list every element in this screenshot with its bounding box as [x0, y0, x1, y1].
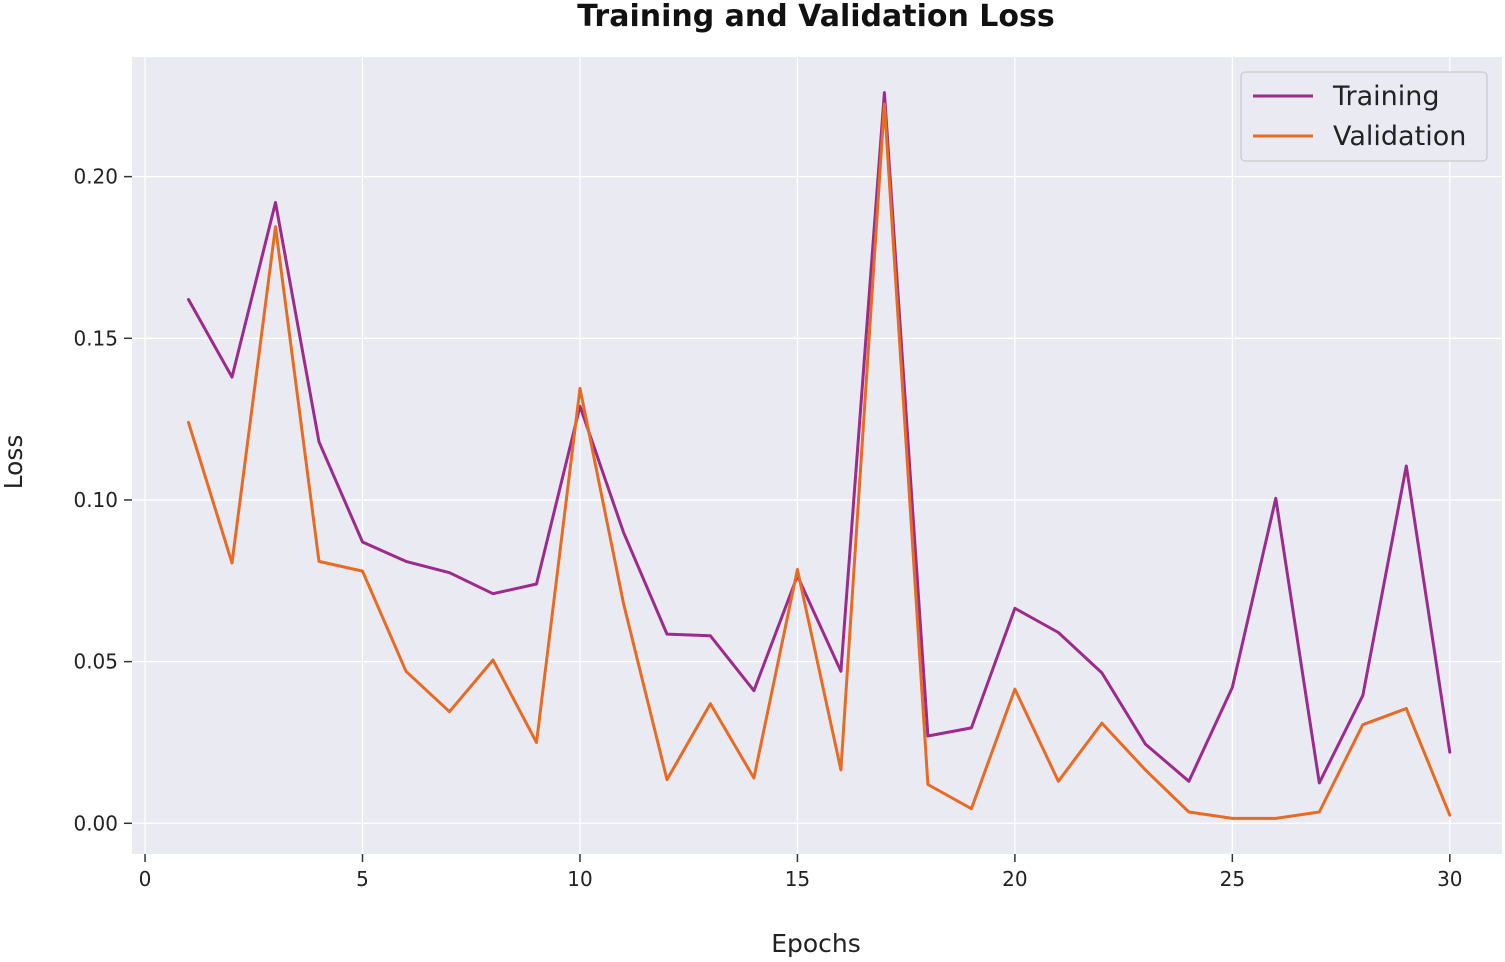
y-tick-label: 0.15 — [73, 326, 118, 350]
x-tick-label: 15 — [785, 867, 810, 891]
series-line-training — [187, 91, 1452, 785]
legend: Training Validation — [1240, 71, 1488, 162]
y-tick-label: 0.20 — [73, 165, 118, 189]
legend-label-validation: Validation — [1333, 121, 1466, 152]
x-tick-label: 0 — [139, 867, 152, 891]
y-axis-ticks: 0.00 0.05 0.10 0.15 0.20 — [73, 165, 132, 835]
x-tick-label: 30 — [1437, 867, 1462, 891]
series-line-validation — [187, 102, 1452, 820]
x-tick-label: 10 — [567, 867, 592, 891]
y-tick-label: 0.05 — [73, 650, 118, 674]
series-lines — [187, 91, 1452, 820]
plot-area — [132, 57, 1502, 854]
x-tick-label: 5 — [356, 867, 369, 891]
x-tick-label: 20 — [1002, 867, 1027, 891]
x-axis-label: Epochs — [771, 929, 861, 958]
y-tick-label: 0.00 — [73, 811, 118, 835]
y-axis-label: Loss — [0, 435, 28, 490]
grid-lines — [132, 57, 1502, 854]
x-axis-ticks: 0 5 10 15 20 25 30 — [139, 854, 1463, 891]
legend-label-training: Training — [1332, 81, 1440, 112]
chart-title: Training and Validation Loss — [577, 0, 1055, 34]
legend-box — [1240, 71, 1488, 162]
x-tick-label: 25 — [1220, 867, 1245, 891]
y-tick-label: 0.10 — [73, 488, 118, 512]
